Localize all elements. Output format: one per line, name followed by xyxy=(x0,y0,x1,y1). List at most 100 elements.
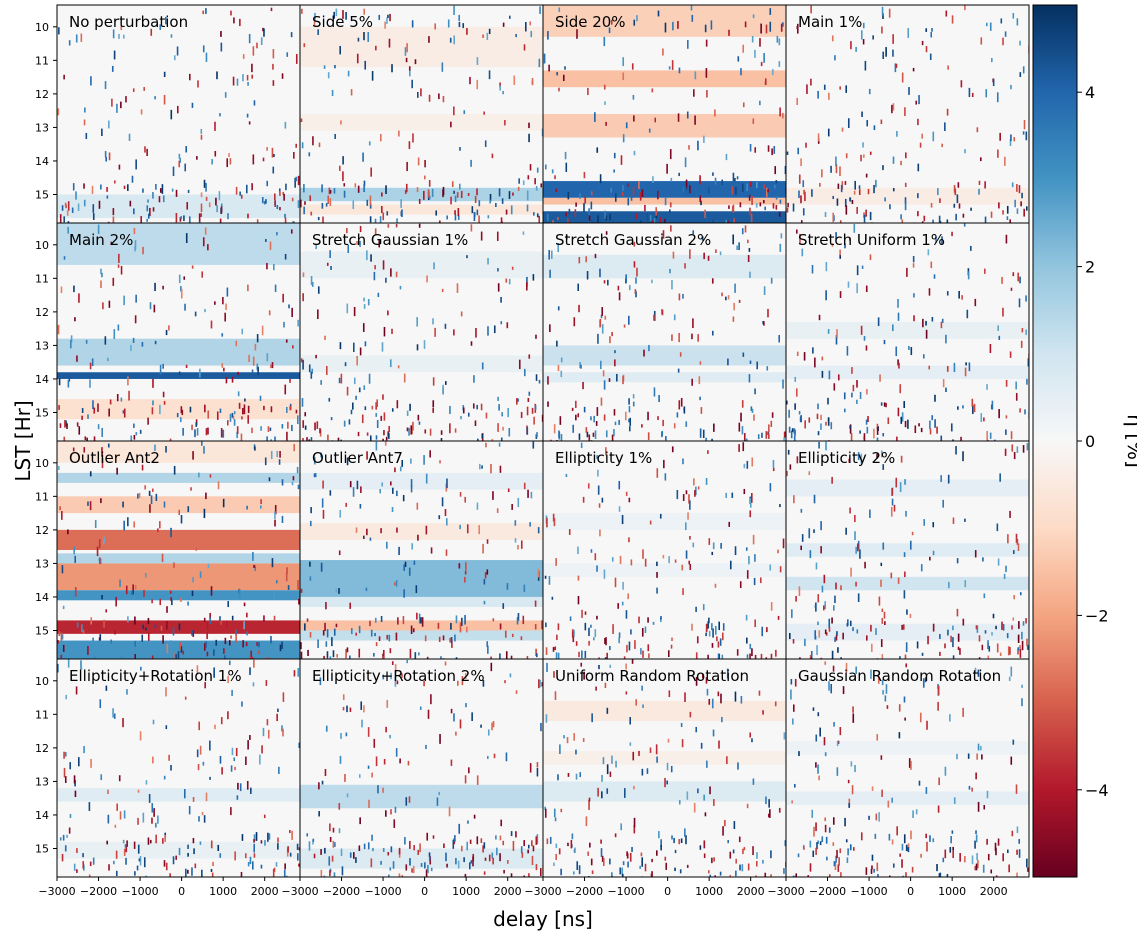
heatmap-speckle xyxy=(331,855,334,862)
heatmap-speckle xyxy=(441,288,444,293)
heatmap-speckle xyxy=(926,720,928,730)
heatmap-speckle xyxy=(579,772,582,778)
heatmap-speckle xyxy=(894,63,897,73)
heatmap-speckle xyxy=(686,111,689,119)
heatmap-speckle xyxy=(444,661,447,666)
heatmap-speckle xyxy=(536,653,538,658)
heatmap-speckle xyxy=(427,189,430,198)
heatmap-speckle xyxy=(746,803,749,809)
heatmap-speckle xyxy=(621,192,624,197)
heatmap-speckle xyxy=(917,193,919,199)
heatmap-speckle xyxy=(686,864,689,868)
heatmap-speckle xyxy=(231,689,233,696)
heatmap-speckle xyxy=(390,672,392,680)
heatmap-speckle xyxy=(815,822,817,832)
heatmap-speckle xyxy=(719,638,722,646)
heatmap-speckle xyxy=(553,671,555,678)
heatmap-speckle xyxy=(662,48,664,56)
y-tick-label: 11 xyxy=(35,490,49,503)
heatmap-speckle xyxy=(313,853,316,859)
heatmap-speckle xyxy=(942,857,945,863)
heatmap-speckle xyxy=(713,857,715,862)
heatmap-speckle xyxy=(97,403,99,412)
heatmap-speckle xyxy=(134,584,137,590)
heatmap-speckle xyxy=(219,755,222,764)
heatmap-speckle xyxy=(553,518,556,527)
heatmap-speckle xyxy=(148,213,150,219)
heatmap-speckle xyxy=(176,105,179,114)
heatmap-speckle xyxy=(254,343,257,351)
heatmap-speckle xyxy=(188,73,191,81)
heatmap-speckle xyxy=(181,409,184,416)
heatmap-speckle xyxy=(268,477,271,482)
heatmap-speckle xyxy=(672,21,674,31)
heatmap-speckle xyxy=(619,867,622,875)
heatmap-speckle xyxy=(237,782,239,790)
heatmap-speckle xyxy=(302,359,304,370)
heatmap-speckle xyxy=(377,785,379,794)
heatmap-speckle xyxy=(755,861,758,867)
heatmap-speckle xyxy=(147,632,150,641)
heatmap-speckle xyxy=(467,192,470,196)
heatmap-speckle xyxy=(831,650,834,659)
heatmap-speckle xyxy=(132,337,135,343)
panel-title: Main 1% xyxy=(798,13,862,31)
heatmap-speckle xyxy=(770,277,773,284)
heatmap-speckle xyxy=(260,426,262,431)
heatmap-speckle xyxy=(436,797,439,806)
heatmap-speckle xyxy=(153,808,155,817)
heatmap-speckle xyxy=(445,549,448,556)
heatmap-speckle xyxy=(165,329,168,336)
heatmap-speckle xyxy=(116,467,118,475)
heatmap-speckle xyxy=(112,277,115,286)
heatmap-speckle xyxy=(506,583,509,590)
heatmap-speckle xyxy=(836,741,839,747)
heatmap-speckle xyxy=(387,224,390,228)
heatmap-speckle xyxy=(170,109,173,120)
heatmap-speckle xyxy=(553,424,556,434)
heatmap-speckle xyxy=(488,70,491,80)
heatmap-speckle xyxy=(1026,867,1029,872)
heatmap-speckle xyxy=(885,684,888,694)
heatmap-speckle xyxy=(66,834,68,838)
heatmap-speckle xyxy=(682,293,684,299)
heatmap-speckle xyxy=(619,555,622,565)
heatmap-speckle xyxy=(480,724,482,728)
heatmap-speckle xyxy=(492,491,494,500)
heatmap-speckle xyxy=(160,625,163,631)
heatmap-speckle xyxy=(406,43,408,53)
heatmap-speckle xyxy=(204,682,206,689)
heatmap-speckle xyxy=(567,191,570,200)
heatmap-speckle xyxy=(906,267,908,277)
heatmap-speckle xyxy=(426,275,428,283)
heatmap-speckle xyxy=(934,394,936,402)
heatmap-speckle xyxy=(382,394,384,400)
heatmap-speckle xyxy=(857,540,860,550)
heatmap-speckle xyxy=(641,628,644,637)
heatmap-speckle xyxy=(541,414,543,422)
heatmap-speckle xyxy=(394,664,397,673)
heatmap-speckle xyxy=(211,872,214,877)
heatmap-speckle xyxy=(603,569,606,579)
heatmap-speckle xyxy=(937,685,940,696)
heatmap-speckle xyxy=(376,399,378,408)
heatmap-speckle xyxy=(752,778,755,785)
panel-heatmap xyxy=(300,441,543,659)
heatmap-speckle xyxy=(813,826,815,837)
heatmap-speckle xyxy=(313,19,316,26)
heatmap-speckle xyxy=(499,82,501,88)
heatmap-speckle xyxy=(61,511,63,520)
heatmap-speckle xyxy=(507,408,509,418)
heatmap-speckle xyxy=(89,362,92,370)
heatmap-speckle xyxy=(223,367,225,372)
heatmap-speckle xyxy=(333,872,336,877)
heatmap-speckle xyxy=(870,624,872,632)
heatmap-speckle xyxy=(1023,119,1026,130)
heatmap-speckle xyxy=(215,197,217,206)
heatmap-speckle xyxy=(671,835,673,840)
heatmap-speckle xyxy=(526,204,529,212)
heatmap-speckle xyxy=(660,617,662,623)
heatmap-speckle xyxy=(89,501,92,511)
heatmap-speckle xyxy=(799,657,801,659)
heatmap-speckle xyxy=(929,53,932,61)
